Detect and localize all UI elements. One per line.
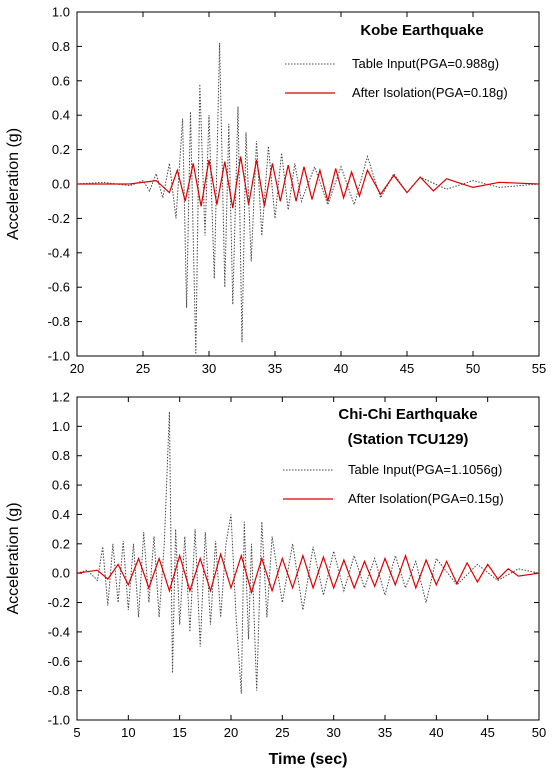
legend-label: After Isolation(PGA=0.15g): [348, 491, 504, 506]
x-tick-label: 30: [326, 725, 340, 740]
y-axis-label: Acceleration (g): [5, 128, 22, 240]
chart-title: Kobe Earthquake: [360, 22, 483, 39]
x-tick-label: 55: [532, 361, 546, 376]
y-tick-label: 0.0: [52, 177, 70, 192]
series-line-after-isolation: [77, 156, 539, 209]
y-tick-label: -1.0: [48, 713, 70, 728]
y-tick-label: -0.8: [48, 314, 70, 329]
y-tick-label: 0.6: [52, 478, 70, 493]
series-line-after-isolation: [77, 551, 539, 595]
series-line-table-input: [77, 411, 539, 694]
y-tick-label: -0.2: [48, 211, 70, 226]
y-tick-label: 0.4: [52, 108, 70, 123]
y-tick-label: 0.6: [52, 73, 70, 88]
x-tick-label: 40: [429, 725, 443, 740]
y-tick-label: -0.6: [48, 280, 70, 295]
y-tick-label: -0.4: [48, 624, 70, 639]
x-tick-label: 10: [121, 725, 135, 740]
y-tick-label: -1.0: [48, 349, 70, 364]
y-tick-label: 0.4: [52, 507, 70, 522]
legend-label: Table Input(PGA=0.988g): [352, 56, 499, 71]
x-axis-label: Time (sec): [269, 751, 348, 768]
y-tick-label: 1.0: [52, 5, 70, 20]
x-tick-label: 35: [268, 361, 282, 376]
chart-subtitle: (Station TCU129): [348, 431, 469, 448]
x-tick-label: 20: [70, 361, 84, 376]
legend-label: Table Input(PGA=1.1056g): [348, 462, 502, 477]
legend-label: After Isolation(PGA=0.18g): [352, 85, 508, 100]
x-tick-label: 35: [378, 725, 392, 740]
y-tick-label: 0.8: [52, 448, 70, 463]
y-tick-label: -0.4: [48, 245, 70, 260]
y-tick-label: 0.2: [52, 142, 70, 157]
y-tick-label: -0.6: [48, 654, 70, 669]
y-tick-label: 1.0: [52, 419, 70, 434]
plot-frame: [76, 396, 540, 721]
x-tick-label: 25: [275, 725, 289, 740]
y-tick-label: 0.0: [52, 566, 70, 581]
chart-panel-1: 1.0 0.8 0.6 0.4 0.2 0.0 -0.2 -0.4 -0.6 -0.8 -1.020…: [5, 5, 546, 377]
x-tick-label: 50: [466, 361, 480, 376]
x-tick-label: 30: [202, 361, 216, 376]
y-tick-label: 0.8: [52, 39, 70, 54]
chart-panel-2: 1.2 1.0 0.8 0.6 0.4 0.2 0.0 -0.2 -0.4 -0.6 -0.8 -1.…: [5, 390, 546, 768]
y-tick-label: -0.2: [48, 595, 70, 610]
x-tick-label: 25: [136, 361, 150, 376]
x-tick-label: 50: [532, 725, 546, 740]
y-tick-label: -0.8: [48, 683, 70, 698]
x-tick-label: 20: [224, 725, 238, 740]
x-tick-label: 5: [73, 725, 80, 740]
y-tick-label: 1.2: [52, 390, 70, 405]
x-tick-label: 40: [334, 361, 348, 376]
chart-title: Chi-Chi Earthquake: [338, 406, 477, 423]
y-tick-label: 0.2: [52, 536, 70, 551]
x-tick-label: 45: [400, 361, 414, 376]
y-axis-label: Acceleration (g): [5, 502, 22, 614]
x-tick-label: 15: [172, 725, 186, 740]
series-line-table-input: [77, 42, 539, 355]
x-tick-label: 45: [480, 725, 494, 740]
